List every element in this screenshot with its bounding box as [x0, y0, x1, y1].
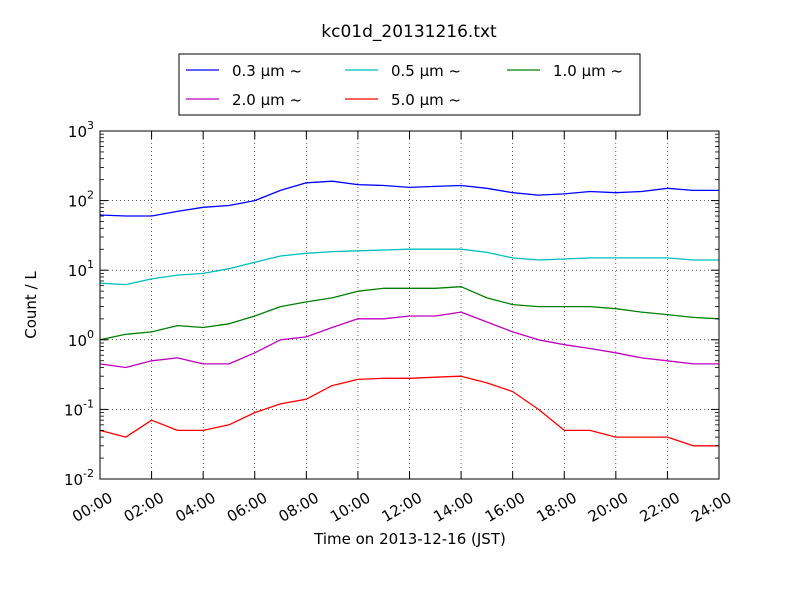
y-tick-label: 10-1 — [64, 397, 94, 419]
y-tick-label: 100 — [68, 328, 94, 350]
chart-title: kc01d_20131216.txt — [321, 22, 497, 42]
series-layer — [99, 180, 720, 447]
y-tick-exponent: -1 — [83, 397, 94, 410]
y-tick-base: 10 — [64, 471, 83, 489]
legend-label: 1.0 μm ~ — [553, 62, 623, 80]
plot-area — [99, 130, 720, 480]
y-tick-base: 10 — [68, 193, 87, 211]
y-tick-base: 10 — [68, 123, 87, 141]
legend-entry: 0.3 μm ~ — [186, 62, 302, 80]
y-tick-base: 10 — [68, 332, 87, 350]
y-tick-exponent: -2 — [83, 467, 94, 480]
y-tick-label: 103 — [68, 119, 94, 141]
legend: 0.3 μm ~ 0.5 μm ~ 1.0 μm ~ 2.0 μm ~ 5.0 μm ~ — [178, 53, 641, 116]
x-axis-label: Time on 2013-12-16 (JST) — [313, 530, 506, 548]
y-tick-label: 102 — [68, 189, 94, 211]
y-tick-exponent: 0 — [87, 328, 94, 341]
ticks — [99, 130, 720, 480]
series-line-03-um — [99, 180, 719, 217]
series-line-20-um — [99, 311, 719, 369]
y-tick-base: 10 — [64, 401, 83, 419]
y-tick-exponent: 2 — [87, 189, 94, 202]
y-tick-base: 10 — [68, 262, 87, 280]
legend-label: 0.3 μm ~ — [232, 62, 302, 80]
legend-entry: 1.0 μm ~ — [507, 62, 623, 80]
legend-entry: 0.5 μm ~ — [345, 62, 461, 80]
y-tick-label: 101 — [68, 258, 94, 280]
series-line-10-um — [99, 286, 720, 341]
y-tick-label: 10-2 — [64, 467, 94, 489]
legend-label: 5.0 μm ~ — [391, 91, 461, 109]
legend-label: 0.5 μm ~ — [391, 62, 461, 80]
y-tick-exponent: 3 — [87, 119, 94, 132]
series-line-05-um — [99, 248, 719, 286]
legend-entry: 2.0 μm ~ — [186, 91, 302, 109]
series-line-50-um — [99, 375, 719, 447]
legend-label: 2.0 μm ~ — [232, 91, 302, 109]
y-tick-exponent: 1 — [87, 258, 94, 271]
legend-entry: 5.0 μm ~ — [345, 91, 461, 109]
legend-box — [178, 53, 641, 116]
y-axis-label: Count / L — [22, 271, 40, 339]
